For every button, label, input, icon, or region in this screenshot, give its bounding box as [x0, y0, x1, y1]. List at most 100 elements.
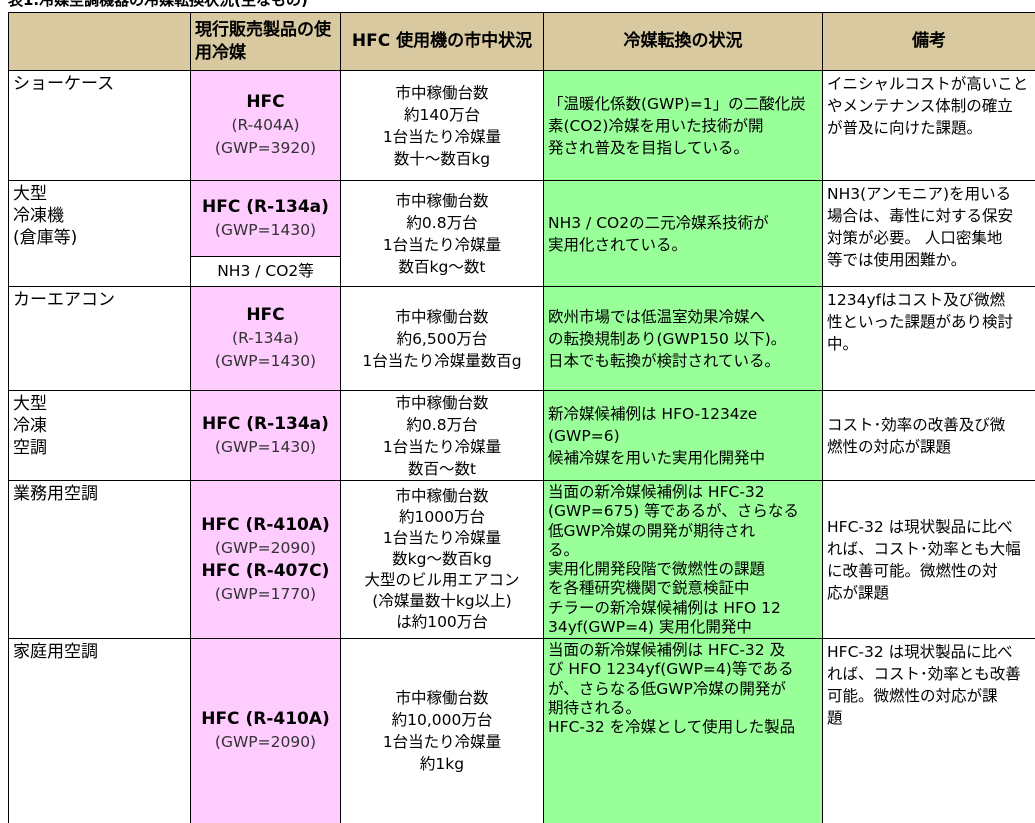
text-line: 業務用空調 [13, 484, 98, 504]
text-line: (R-404A) [231, 116, 300, 134]
text-line: に改善可能。微燃性の対 [827, 561, 998, 580]
text-line: 数十～数百kg [393, 149, 491, 168]
text-line: (冷媒量数十kg以上) [372, 592, 512, 610]
text-line: NH3 / CO2の二元冷媒系技術が [548, 213, 769, 232]
text-line: は約100万台 [396, 613, 488, 631]
conversion-cell: NH3 / CO2の二元冷媒系技術が 実用化されている。 [543, 180, 823, 287]
text-line: 数百～数t [407, 459, 477, 478]
market-cell: 市中稼働台数 約6,500万台 1台当たり冷媒量数百g [340, 286, 544, 391]
text-line: 大型 [13, 184, 47, 204]
text-line: 34yf(GWP=4) 実用化開発中 [548, 618, 752, 637]
text-line: 対策が必要。 人口密集地 [827, 229, 1003, 247]
header-cell: 現行販売製品の使用冷媒 [190, 12, 341, 71]
category-cell: ショーケース [8, 70, 191, 181]
text-line: コスト･効率の改善及び微 [827, 415, 1006, 434]
text-line: 約140万台 [403, 105, 481, 124]
text-line: 数kg～数百kg [392, 550, 492, 568]
header-cell: 冷媒転換の状況 [543, 12, 823, 71]
text-line: HFC (R-134a) [202, 196, 329, 217]
text-line: 1台当たり冷媒量 [382, 529, 502, 547]
text-line: 空調 [13, 438, 47, 458]
refrigerant-cell: HFC (R-134a) (GWP=1430) [190, 180, 341, 257]
text-line: 大型 [13, 394, 47, 414]
category-cell: 大型 冷凍機 (倉庫等) [8, 180, 191, 287]
text-line: 備考 [912, 31, 946, 51]
text-line: HFC-32 は現状製品に比べ [827, 517, 1013, 536]
text-line: (GWP=1430) [214, 352, 317, 370]
market-cell: 市中稼働台数 約0.8万台 1台当たり冷媒量 数百～数t [340, 390, 544, 481]
notes-cell: NH3(アンモニア)を用いる 場合は、毒性に対する保安 対策が必要。 人口密集地 等で… [822, 180, 1035, 287]
market-cell: 市中稼働台数 約1000万台 1台当たり冷媒量 数kg～数百kg 大型のビル用エアコン (… [340, 480, 544, 639]
text-line: (GWP=2090) [214, 538, 317, 557]
notes-cell: イニシャルコストが高いこと やメンテナンス体制の確立 が普及に向けた課題。 [822, 70, 1035, 181]
text-line: 可能。微燃性の対応が課 [827, 687, 998, 705]
text-line: 1234yfはコスト及び微燃 [827, 291, 1006, 309]
notes-cell: 1234yfはコスト及び微燃 性といった課題があり検討 中。 [822, 286, 1035, 391]
refrigerant-cell: HFC (R-404A) (GWP=3920) [190, 70, 341, 181]
text-line: 市中稼働台数 [395, 689, 489, 707]
text-line: の転換規制あり(GWP150 以下)。 [548, 329, 787, 348]
category-cell: カーエアコン [8, 286, 191, 391]
text-line: HFC (R-410A) [201, 514, 330, 535]
text-line: 「温暖化係数(GWP)=1」の二酸化炭 [548, 94, 806, 113]
text-line: 場合は、毒性に対する保安 [827, 207, 1014, 225]
text-line: 約10,000万台 [391, 711, 493, 729]
conversion-cell: 当面の新冷媒候補例は HFC-32 及び HFO 1234yf(GWP=4)等で… [543, 638, 823, 823]
conversion-cell: 「温暖化係数(GWP)=1」の二酸化炭 素(CO2)冷媒を用いた技術が開 発され普及… [543, 70, 823, 181]
text-line: 約6,500万台 [396, 329, 488, 348]
text-line: 大型のビル用エアコン [364, 571, 520, 589]
header-cell: 備考 [822, 12, 1035, 71]
text-line: イニシャルコストが高いこと [827, 75, 1029, 93]
text-line: 当面の新冷媒候補例は HFC-32 及 [548, 641, 786, 659]
header-cell: HFC 使用機の市中状況 [340, 12, 544, 71]
market-cell: 市中稼働台数 約10,000万台 1台当たり冷媒量 約1kg [340, 638, 544, 823]
text-line: 実用化開発段階で微燃性の課題 [548, 560, 766, 579]
text-line: 市中稼働台数 [395, 487, 489, 505]
text-line: 燃性の対応が課題 [827, 437, 952, 456]
text-line: 冷媒転換の状況 [623, 31, 743, 51]
text-line: HFC-32 は現状製品に比べ [827, 643, 1013, 661]
text-line: 約1000万台 [399, 508, 485, 526]
text-line: 1台当たり冷媒量 [382, 437, 502, 456]
refrigerant-cell: HFC (R-410A) (GWP=2090) HFC (R-407C) (GWP=1… [190, 480, 341, 639]
text-line: 約1kg [419, 755, 465, 773]
refrigerant-alt-cell: NH3 / CO2等 [190, 256, 341, 287]
text-line: 家庭用空調 [13, 642, 98, 662]
text-line: (GWP=1430) [214, 437, 317, 456]
text-line: れば、コスト･効率とも大幅 [827, 539, 1021, 558]
text-line: 期待される。 [548, 698, 642, 717]
text-line: 日本でも転換が検討されている。 [548, 351, 781, 370]
text-line: HFC 使用機の市中状況 [351, 31, 533, 51]
text-line: HFC [246, 305, 285, 325]
text-line: び HFO 1234yf(GWP=4)等である [548, 660, 794, 679]
text-line: 発され普及を目指している。 [548, 138, 750, 157]
market-cell: 市中稼働台数 約140万台 1台当たり冷媒量 数十～数百kg [340, 70, 544, 181]
text-line: る。 [548, 540, 580, 559]
text-line: NH3(アンモニア)を用いる [827, 185, 1012, 203]
text-line: が普及に向けた課題。 [827, 119, 983, 137]
text-line: ショーケース [13, 74, 115, 94]
category-cell: 大型 冷凍 空調 [8, 390, 191, 481]
text-line: 約0.8万台 [406, 415, 478, 434]
text-line: 性といった課題があり検討 [827, 313, 1014, 331]
text-line: 1台当たり冷媒量 [382, 127, 502, 146]
text-line: 現行販売製品の使用冷媒 [195, 19, 331, 63]
text-line: 市中稼働台数 [395, 307, 489, 326]
refrigerant-cell: HFC (R-410A) (GWP=2090) [190, 638, 341, 823]
text-line: HFC-32 を冷媒として使用した製品 [548, 718, 796, 737]
text-line: (GWP=1430) [214, 220, 317, 239]
category-cell: 家庭用空調 [8, 638, 191, 823]
text-line: 候補冷媒を用いた実用化開発中 [548, 448, 766, 467]
text-line: 1台当たり冷媒量 [382, 235, 502, 254]
text-line: 約0.8万台 [406, 213, 478, 232]
text-line: 実用化されている。 [548, 235, 688, 254]
text-line: 等では使用困難か。 [827, 251, 967, 269]
notes-cell: コスト･効率の改善及び微 燃性の対応が課題 [822, 390, 1035, 481]
text-line: 中。 [827, 335, 859, 353]
text-line: 市中稼働台数 [395, 393, 489, 412]
text-line: 欧州市場では低温室効果冷媒へ [548, 307, 766, 326]
text-line: 題 [827, 709, 843, 727]
text-line: 1台当たり冷媒量 [382, 733, 502, 751]
text-line: 冷凍 [13, 416, 47, 436]
